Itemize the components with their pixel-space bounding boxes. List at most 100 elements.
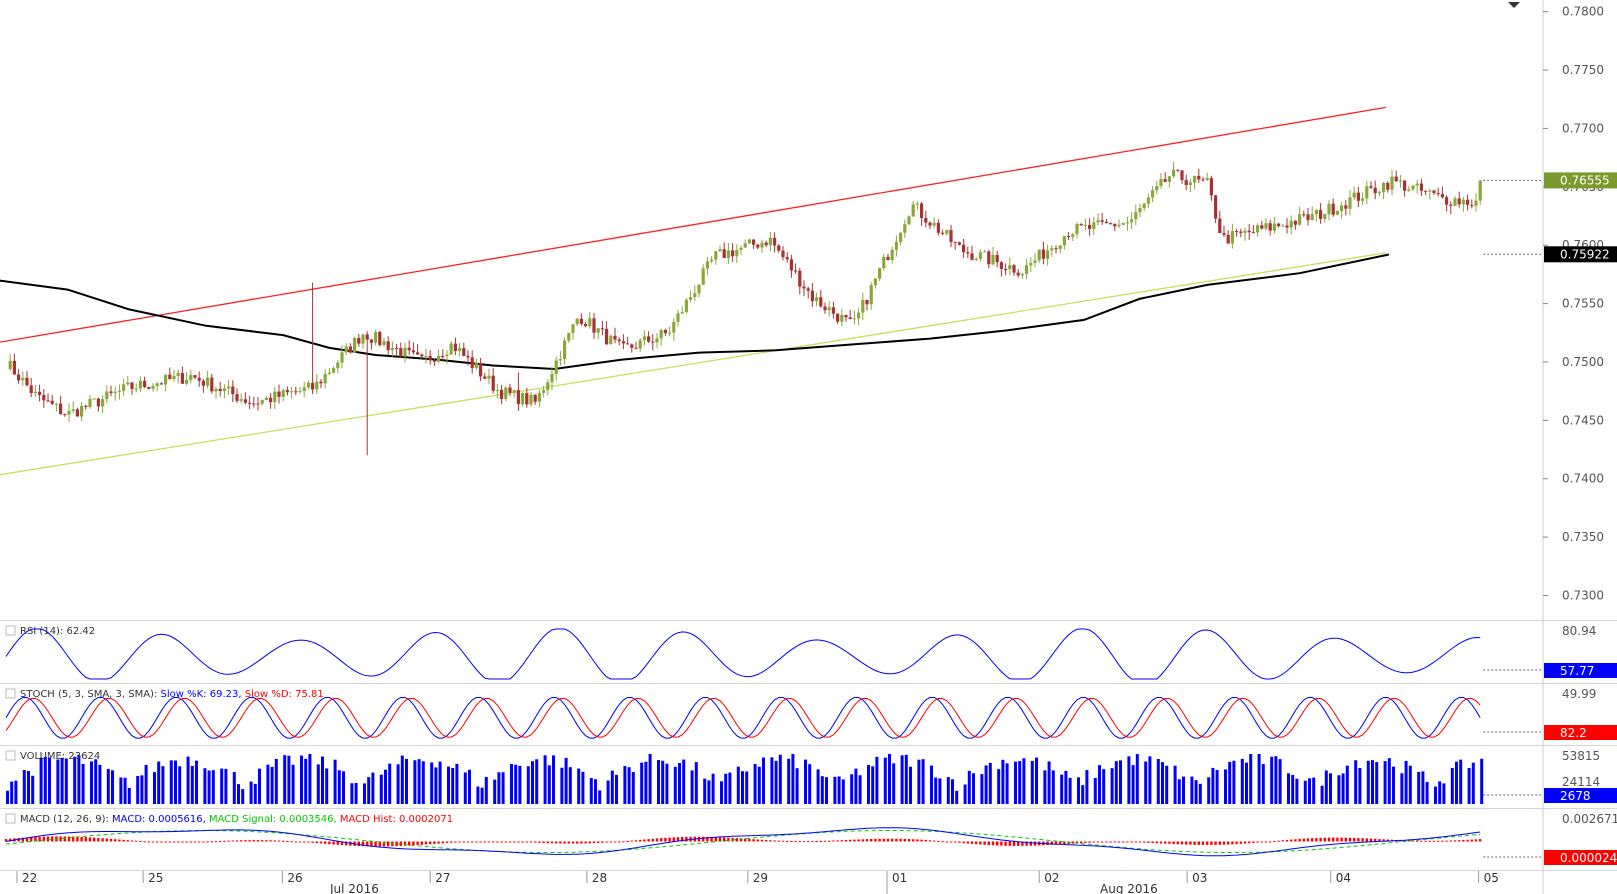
panel-toggle-icon[interactable] (5, 750, 16, 761)
macd-hist-bar (672, 837, 675, 842)
candle (819, 289, 823, 308)
candle (80, 401, 84, 422)
panel-volume[interactable]: VOLUME: 23624 (5, 750, 1543, 804)
macd-hist-bar (1348, 837, 1352, 842)
volume-bar (447, 766, 450, 804)
volume-bar (161, 766, 165, 804)
price-tick-label: 0.7550 (1562, 297, 1604, 311)
volume-bar (266, 764, 270, 804)
price-tick-label: 0.7400 (1562, 472, 1604, 486)
panel-rsi[interactable]: RSI (14): 62.42 (5, 625, 1543, 680)
macd-hist-bar (345, 841, 348, 846)
candle (962, 238, 966, 258)
candle (54, 402, 58, 412)
volume-bar (1312, 777, 1316, 804)
macd-hist-bar (437, 841, 440, 844)
candle (50, 394, 54, 406)
candle (1428, 188, 1432, 200)
candle (1100, 212, 1104, 225)
candle (46, 393, 50, 403)
macd-hist-bar (1365, 838, 1368, 842)
panel-toggle-icon[interactable] (5, 688, 16, 699)
volume-bar (363, 783, 366, 804)
candle (621, 334, 625, 350)
macd-hist-bar (1264, 841, 1268, 843)
candle (113, 386, 117, 401)
volume-bar (1110, 768, 1114, 804)
volume-bar (337, 770, 341, 804)
macd-hist-bar (1109, 841, 1112, 843)
macd-hist-bar (706, 836, 709, 842)
volume-bar (892, 763, 896, 804)
day-label: 01 (892, 871, 907, 885)
volume-bar (552, 755, 555, 804)
macd-hist-bar (479, 841, 482, 843)
volume-bar (169, 760, 173, 804)
macd-hist-bar (769, 840, 772, 842)
macd-hist-bar (172, 841, 176, 843)
candle (1176, 169, 1180, 173)
candle (626, 336, 630, 345)
volume-bar (123, 777, 127, 804)
panel-macd[interactable]: MACD (12, 26, 9): MACD: 0.0005616, MACD … (4, 813, 1543, 858)
volume-bar (178, 766, 182, 804)
candle (386, 336, 390, 355)
price-panel[interactable] (0, 106, 1543, 476)
candle (122, 378, 126, 396)
panel-stoch[interactable]: STOCH (5, 3, SMA, 3, SMA): Slow %K: 69.2… (5, 688, 1543, 739)
candle (1470, 199, 1474, 209)
candle (1188, 179, 1192, 193)
volume-bar (606, 780, 610, 804)
candle (865, 299, 869, 311)
collapse-arrow-icon[interactable] (1508, 2, 1520, 8)
volume-bar (283, 755, 287, 804)
panel-value-box (1544, 663, 1617, 678)
macd-hist-bar (1088, 841, 1091, 843)
candle (1054, 245, 1058, 254)
moving-average-line[interactable] (0, 253, 1390, 371)
candle (1146, 193, 1150, 208)
macd-hist-bar (34, 837, 37, 842)
candle (991, 246, 995, 266)
candle (508, 383, 512, 397)
macd-hist-bar (76, 836, 79, 842)
volume-bar (207, 770, 211, 804)
macd-hist-bar (1218, 841, 1221, 845)
candle (920, 201, 924, 226)
macd-hist-bar (899, 838, 902, 842)
panel-toggle-icon[interactable] (5, 625, 16, 636)
channel-lower-line[interactable] (0, 252, 1386, 476)
macd-hist-bar (1323, 837, 1326, 842)
candle (12, 353, 16, 375)
macd-hist-bar (42, 836, 45, 842)
volume-bar (1047, 761, 1051, 804)
macd-hist-bar (521, 841, 524, 843)
macd-hist-bar (433, 841, 436, 844)
candle (785, 252, 789, 263)
macd-hist-bar (668, 837, 671, 842)
macd-hist-bar (563, 841, 566, 844)
volume-bar (762, 757, 765, 804)
candle (1016, 268, 1020, 278)
candle (1167, 175, 1171, 188)
macd-hist-bar (639, 839, 642, 842)
volume-bar (249, 781, 253, 804)
macd-hist-bar (613, 841, 617, 843)
macd-hist-bar (185, 841, 188, 843)
candle (659, 328, 663, 346)
macd-hist-bar (84, 837, 87, 842)
macd-hist-bar (374, 841, 377, 847)
channel-upper-line[interactable] (0, 106, 1386, 343)
panel-tick-label: 0.0026719 (1562, 812, 1617, 826)
candle (1344, 199, 1348, 216)
volume-bar (1434, 786, 1437, 804)
candle (67, 403, 71, 422)
volume-bar (917, 759, 921, 804)
volume-bar (745, 771, 749, 804)
panel-tick-label: 24114 (1562, 775, 1600, 789)
candle (676, 309, 680, 327)
candle (1356, 187, 1360, 207)
volume-bar (627, 767, 631, 804)
panel-toggle-icon[interactable] (5, 813, 16, 824)
